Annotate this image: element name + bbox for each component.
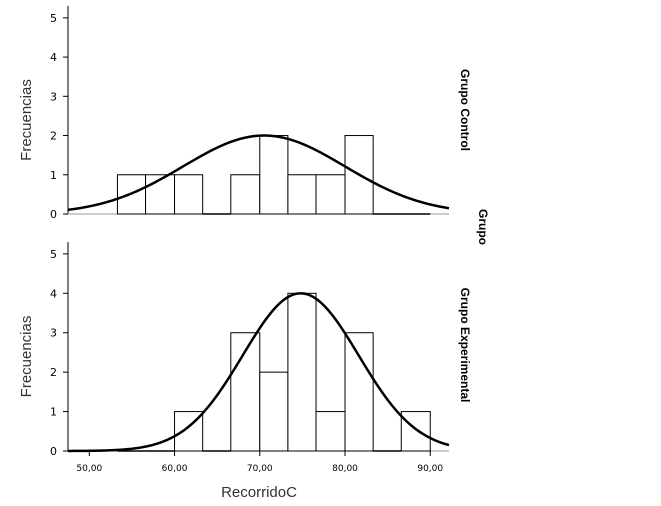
x-tick-label: 50,00 [76, 464, 102, 474]
y-tick-label: 4 [50, 287, 57, 300]
histogram-bar [315, 411, 346, 452]
histogram-bar [287, 174, 317, 215]
y-tick-label: 5 [50, 248, 57, 261]
normal-curve [67, 134, 450, 212]
histogram-bar [287, 292, 317, 452]
y-tick-label: 3 [50, 90, 57, 103]
y-axis-title: Frecuencias [18, 79, 35, 161]
histogram-bar [145, 174, 176, 215]
histogram-bar [230, 332, 261, 452]
histogram-bar [344, 332, 374, 452]
panel-label: Grupo Control [458, 69, 472, 151]
panels-layer: 0 1 2 3 4 5 Frecuencias Grupo Control 0 1 2 3 4 5 Frec… [18, 6, 472, 458]
histogram-bar [400, 411, 431, 452]
histogram-bar [174, 174, 204, 215]
y-tick-label: 1 [50, 169, 57, 182]
x-tick-label: 60,00 [162, 464, 188, 474]
x-axis-title: RecorridoC [221, 484, 297, 501]
facet-variable-label: Grupo [476, 209, 490, 245]
x-tick-label: 80,00 [332, 464, 358, 474]
x-tick-label: 90,00 [417, 464, 443, 474]
x-axis-ticks: 50,00 60,00 70,00 80,00 90,00 [76, 451, 443, 474]
y-tick-label: 1 [50, 406, 57, 419]
y-tick-label: 0 [50, 208, 57, 221]
panel-2: 0 1 2 3 4 5 Frecuencias Grupo Experimental [18, 242, 472, 458]
histogram-bar [259, 135, 289, 215]
y-axis-title: Frecuencias [18, 316, 35, 398]
y-tick-label: 4 [50, 51, 57, 64]
histogram-bar [259, 371, 289, 452]
y-tick-label: 5 [50, 12, 57, 25]
y-tick-label: 2 [50, 130, 57, 143]
histogram-bar [315, 174, 346, 215]
histogram-bar [230, 174, 261, 215]
panel-1: 0 1 2 3 4 5 Frecuencias Grupo Control [18, 6, 472, 221]
y-tick-label: 0 [50, 445, 57, 458]
y-tick-label: 2 [50, 366, 57, 379]
histogram-bar [344, 135, 374, 215]
y-tick-label: 3 [50, 327, 57, 340]
panel-label: Grupo Experimental [458, 288, 472, 403]
x-tick-label: 70,00 [247, 464, 273, 474]
normal-curve [67, 292, 450, 453]
